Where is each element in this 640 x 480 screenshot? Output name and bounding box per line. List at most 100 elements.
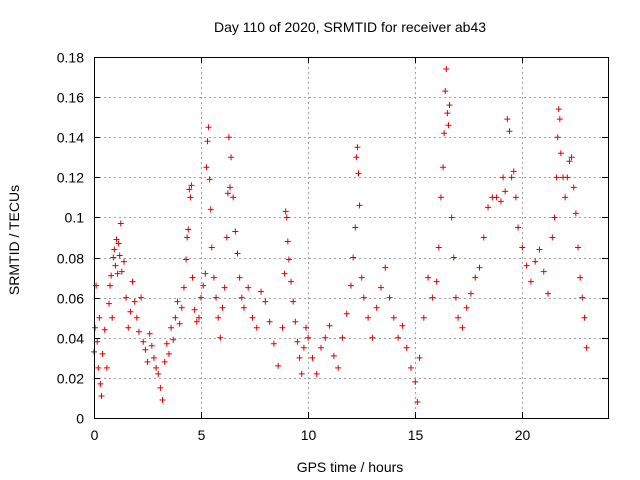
data-point	[467, 290, 474, 297]
data-point	[163, 340, 170, 347]
data-point	[195, 314, 202, 321]
data-point	[125, 324, 132, 331]
x-tick-label: 0	[91, 427, 99, 443]
data-point	[112, 262, 119, 269]
data-point	[294, 338, 301, 345]
data-point	[463, 304, 470, 311]
data-point	[568, 154, 575, 161]
data-point	[219, 304, 226, 311]
data-point	[165, 350, 172, 357]
data-point	[270, 340, 277, 347]
data-point	[348, 282, 354, 289]
data-point	[562, 194, 569, 201]
data-point	[566, 158, 573, 165]
data-points	[91, 66, 590, 405]
x-tick-label: 15	[408, 427, 424, 443]
data-point	[275, 362, 282, 369]
data-point	[292, 318, 299, 325]
data-point	[395, 334, 402, 341]
data-point	[335, 364, 342, 371]
data-point	[318, 344, 325, 351]
data-point	[170, 336, 177, 343]
data-point	[326, 322, 333, 329]
data-point	[504, 116, 511, 123]
data-point	[150, 354, 157, 361]
data-point	[452, 294, 459, 301]
data-point	[554, 134, 561, 141]
data-point	[356, 202, 363, 209]
data-point	[172, 314, 179, 321]
data-point	[200, 282, 207, 289]
data-point	[176, 320, 183, 327]
data-point	[228, 154, 235, 161]
data-point	[186, 186, 193, 193]
x-axis-label: GPS time / hours	[297, 459, 404, 475]
data-point	[288, 278, 295, 285]
data-point	[230, 194, 237, 201]
data-point	[553, 174, 560, 181]
data-point	[290, 298, 297, 305]
data-point	[403, 344, 410, 351]
data-point	[446, 102, 453, 109]
data-point	[358, 274, 365, 281]
data-point	[435, 244, 442, 251]
data-point	[116, 252, 123, 259]
data-point	[103, 364, 110, 371]
data-point	[108, 272, 115, 279]
data-point	[135, 328, 142, 335]
data-point	[442, 88, 449, 95]
data-point	[221, 284, 228, 291]
data-point	[515, 224, 522, 231]
data-point	[532, 258, 539, 265]
data-point	[493, 194, 500, 201]
data-point	[455, 314, 462, 321]
x-tick-label: 20	[515, 427, 531, 443]
data-point	[224, 190, 231, 197]
data-point	[551, 214, 558, 221]
data-point	[572, 210, 579, 217]
data-point	[191, 306, 198, 313]
data-point	[440, 164, 447, 171]
data-point	[118, 268, 125, 275]
data-point	[262, 298, 269, 305]
data-point	[142, 346, 149, 353]
data-point	[208, 244, 215, 251]
data-point	[570, 184, 577, 191]
data-point	[339, 334, 346, 341]
data-point	[476, 264, 483, 271]
data-point	[144, 358, 151, 365]
data-point	[343, 310, 350, 317]
data-point	[117, 220, 124, 227]
data-point	[497, 198, 504, 205]
data-point	[506, 128, 513, 135]
data-point	[500, 174, 507, 181]
data-point	[545, 290, 552, 297]
data-point	[148, 342, 155, 349]
data-point	[279, 324, 286, 331]
data-point	[240, 304, 247, 311]
data-point	[92, 324, 99, 331]
data-point	[443, 66, 450, 73]
data-point	[97, 380, 104, 387]
y-tick-label: 0.16	[57, 90, 84, 106]
data-point	[225, 134, 232, 141]
data-point	[217, 334, 224, 341]
data-point	[330, 352, 337, 359]
data-point	[123, 294, 130, 301]
data-point	[133, 314, 140, 321]
data-point	[485, 204, 492, 211]
data-point	[155, 370, 162, 377]
data-point	[202, 270, 209, 277]
data-point	[365, 314, 372, 321]
data-point	[183, 256, 190, 263]
data-point	[131, 298, 138, 305]
data-point	[508, 174, 515, 181]
data-point	[355, 170, 362, 177]
data-point	[285, 256, 292, 263]
data-point	[282, 208, 289, 215]
data-point	[416, 354, 423, 361]
y-tick-label: 0.1	[65, 210, 85, 226]
data-point	[223, 234, 230, 241]
data-point	[226, 184, 233, 191]
